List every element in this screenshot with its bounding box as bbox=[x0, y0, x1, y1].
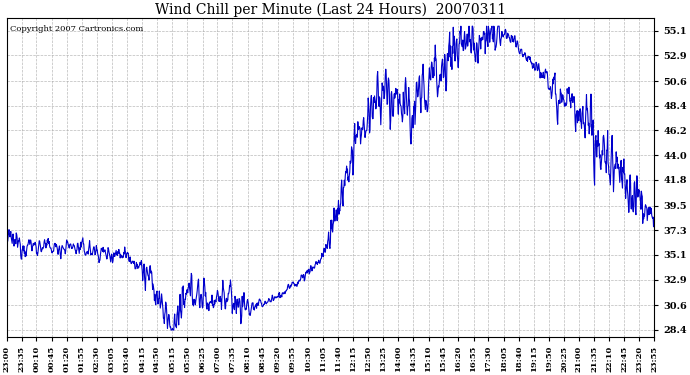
Text: Copyright 2007 Cartronics.com: Copyright 2007 Cartronics.com bbox=[10, 25, 144, 33]
Title: Wind Chill per Minute (Last 24 Hours)  20070311: Wind Chill per Minute (Last 24 Hours) 20… bbox=[155, 3, 506, 17]
